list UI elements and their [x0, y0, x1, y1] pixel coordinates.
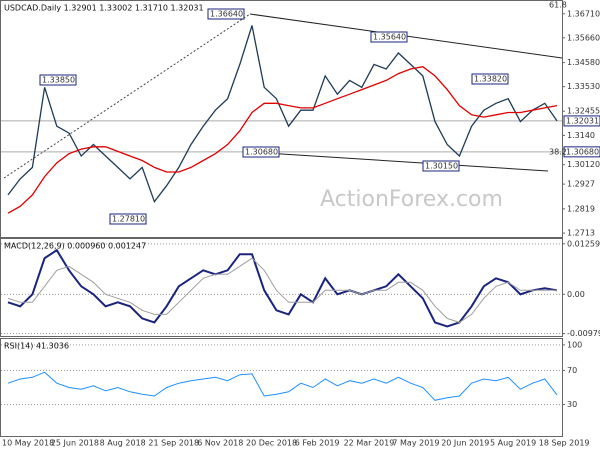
series-line	[7, 248, 558, 328]
annotation: 1.30680	[245, 148, 278, 157]
annotation: 1.36640	[210, 10, 243, 19]
series-line	[7, 25, 558, 204]
rsi-panel	[0, 338, 563, 437]
series-line	[7, 66, 558, 214]
level-label-box	[563, 115, 600, 127]
x-tick-label: 5 Aug 2019	[490, 439, 536, 448]
level-label: 1.30680	[566, 147, 599, 156]
y-tick-label: 1.2819	[567, 204, 595, 213]
trend-line	[249, 151, 549, 172]
annotation-box	[471, 73, 509, 85]
y-tick-label: 1.34580	[567, 58, 600, 67]
annotation: 61.8	[549, 1, 567, 10]
x-tick-label: 25 Jun 2018	[51, 439, 99, 448]
annotation: 38.2	[549, 148, 567, 157]
y-tick-label: 1.3140	[567, 131, 595, 140]
panel-title: MACD(12,26,9) 0.000960 0.001247	[4, 242, 146, 251]
y-tick-label: 0.00	[567, 290, 585, 299]
annotation-box	[370, 31, 408, 43]
x-tick-label: 8 Aug 2018	[100, 439, 146, 448]
y-tick-label: 100	[567, 340, 582, 349]
annotation-box	[422, 160, 460, 172]
series-line	[7, 371, 558, 401]
x-tick-label: 20 Jun 2019	[441, 439, 489, 448]
annotation: 1.33850	[42, 76, 75, 85]
annotation-box	[242, 146, 280, 158]
fib-line	[3, 13, 251, 179]
price-panel	[0, 0, 563, 238]
x-tick-label: 21 Sep 2018	[148, 439, 199, 448]
annotation: 1.30150	[425, 162, 458, 171]
y-tick-label: 1.2927	[567, 180, 595, 189]
x-tick-label: 18 Sep 2019	[539, 439, 590, 448]
panel-title: RSI(14) 41.3036	[4, 342, 69, 351]
y-tick-label: 1.33530	[567, 82, 600, 91]
x-tick-label: 22 Mar 2019	[344, 439, 395, 448]
annotation: 1.27810	[112, 215, 145, 224]
x-tick-label: 10 May 2018	[2, 439, 54, 448]
y-tick-label: 0.012599	[567, 239, 600, 248]
y-tick-label: 70	[567, 366, 577, 375]
x-tick-label: 6 Nov 2018	[197, 439, 243, 448]
macd-panel	[0, 238, 563, 337]
x-tick-label: 7 May 2019	[392, 439, 439, 448]
y-tick-label: 30	[567, 400, 577, 409]
y-tick-label: -0.00979	[567, 329, 600, 338]
annotation-box	[207, 8, 245, 20]
annotation-box	[39, 74, 77, 86]
x-tick-label: 6 Feb 2019	[295, 439, 340, 448]
level-label: 1.32031	[566, 116, 599, 125]
annotation-box	[109, 213, 147, 225]
level-label-box	[563, 146, 600, 158]
annotation: 1.35640	[373, 33, 406, 42]
annotation: 1.33820	[474, 75, 507, 84]
x-tick-label: 20 Dec 2018	[246, 439, 297, 448]
panel-title: USDCAD.Daily 1.32901 1.33002 1.31710 1.3…	[4, 4, 204, 13]
series-line	[7, 257, 557, 323]
y-tick-label: 1.30120	[567, 160, 600, 169]
y-tick-label: 1.35660	[567, 33, 600, 42]
y-tick-label: 1.36710	[567, 9, 600, 18]
y-tick-label: 1.32455	[567, 107, 600, 116]
y-tick-label: 1.2713	[567, 229, 595, 238]
watermark: ActionForex.com	[320, 187, 503, 212]
